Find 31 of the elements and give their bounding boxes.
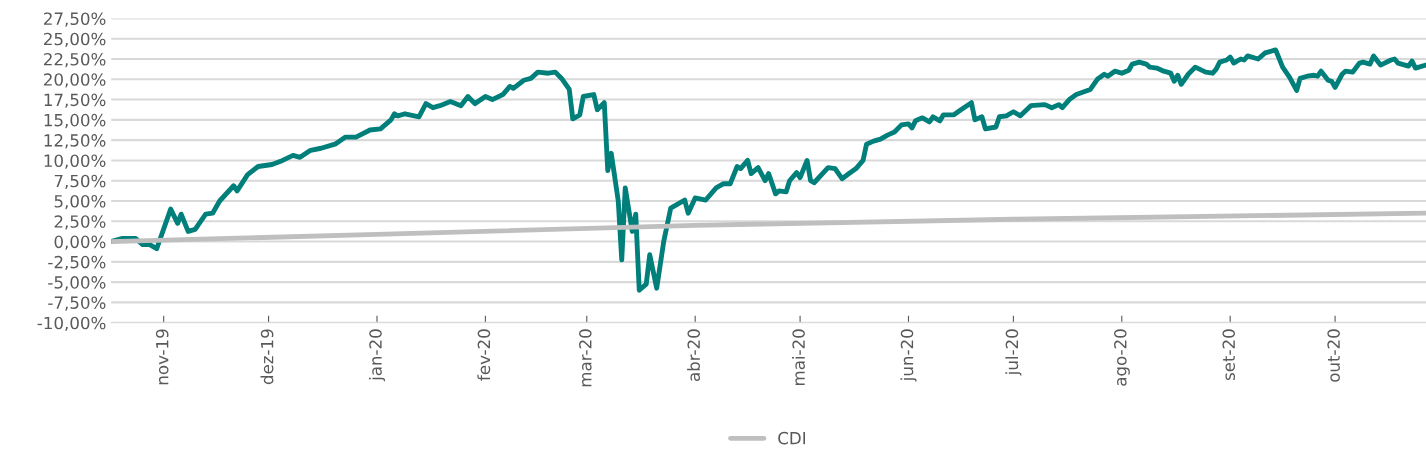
y-tick-label: 7,50% xyxy=(54,174,106,189)
x-tick-label: abr-20 xyxy=(687,329,701,382)
y-tick-label: 15,00% xyxy=(44,113,106,129)
x-tick-label: set-20 xyxy=(1222,329,1236,381)
x-tick-label: out-20 xyxy=(1327,329,1340,382)
x-tick-label: dez-19 xyxy=(260,329,274,385)
x-tick-label: ago-20 xyxy=(1114,329,1130,386)
x-tick-label: mai-20 xyxy=(792,329,805,386)
y-tick-label: -10,00% xyxy=(37,316,106,331)
line-series xyxy=(111,210,1426,244)
y-tick-label: 22,50% xyxy=(44,52,106,68)
y-tick-label: -5,00% xyxy=(48,276,106,291)
y-tick-label: -7,50% xyxy=(48,296,106,311)
y-tick-label: 5,00% xyxy=(54,194,106,210)
y-tick-label: 20,00% xyxy=(44,73,106,88)
y-tick-label: 2,50% xyxy=(54,215,106,230)
x-tick-label: jan-20 xyxy=(368,329,386,382)
y-tick-label: 27,50% xyxy=(44,12,106,27)
y-tick-label: 12,50% xyxy=(44,134,106,149)
y-tick-label: 0,00% xyxy=(54,235,106,250)
y-tick-label: -2,50% xyxy=(48,255,106,271)
x-tick-label: mar-20 xyxy=(579,329,592,387)
x-tick-label: jun-20 xyxy=(900,329,917,382)
x-tick-label: jul-20 xyxy=(1005,329,1022,376)
x-tick-label: nov-19 xyxy=(155,329,169,385)
line-series xyxy=(111,47,1426,293)
y-tick-label: 25,00% xyxy=(44,32,106,47)
x-tick-label: fev-20 xyxy=(477,329,491,381)
y-tick-label: 17,50% xyxy=(44,93,106,108)
legend-label: CDI xyxy=(778,431,805,445)
y-tick-label: 10,00% xyxy=(44,154,106,169)
